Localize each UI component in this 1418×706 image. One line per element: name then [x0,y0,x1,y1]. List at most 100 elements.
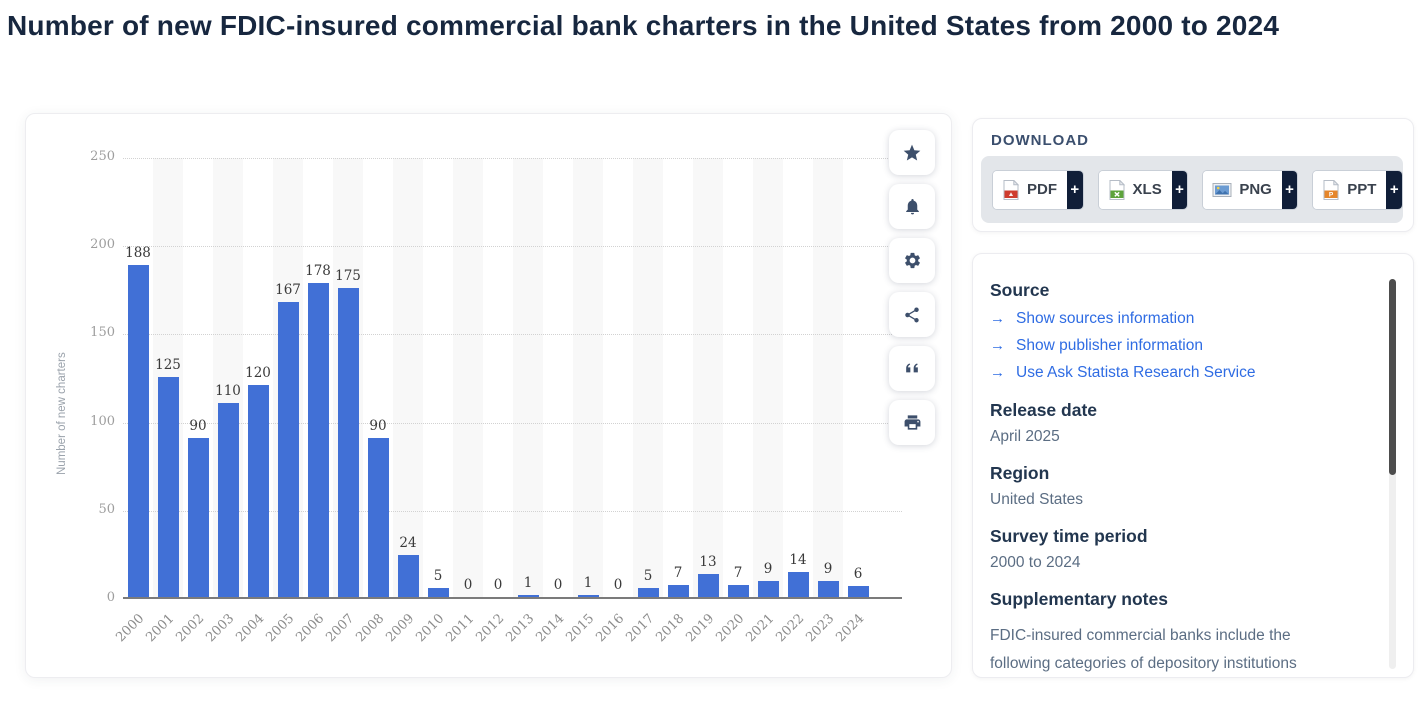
y-axis-tick-label: 200 [90,237,115,253]
supplementary-notes-heading: Supplementary notes [990,589,1168,609]
bar-2002[interactable] [187,438,209,597]
panel-scrollbar-thumb[interactable] [1389,279,1396,475]
download-format-label: PNG [1239,181,1272,198]
chart-card: Number of new charters 0 50 100 150 200 250 18… [25,113,952,678]
bar-value-label: 0 [613,577,623,593]
source-link[interactable]: → Use Ask Statista Research Service [990,359,1373,386]
download-format-label: PDF [1027,181,1057,198]
bar-value-label: 1 [523,575,533,592]
bar-2008[interactable] [367,438,389,597]
bar-value-label: 6 [853,566,863,583]
bar-2013[interactable] [517,595,539,597]
bar-value-label: 9 [823,561,833,578]
printer-icon [903,413,922,432]
supplementary-notes-text: FDIC-insured commercial banks include th… [990,627,1297,672]
ppt-file-icon: P [1322,179,1340,200]
arrow-right-icon: → [990,337,1005,354]
bell-icon [903,197,922,216]
bar-value-label: 0 [463,577,473,593]
y-axis-tick-label: 150 [90,325,115,341]
download-ppt-plus-button[interactable]: + [1386,170,1402,209]
bar-value-label: 7 [733,564,743,581]
download-ppt-button[interactable]: P PPT + [1312,169,1403,210]
bar-2006[interactable] [307,283,329,597]
bar-value-label: 0 [553,577,563,593]
bar-2018[interactable] [667,584,689,597]
bar-value-label: 178 [305,263,331,280]
gridline [123,422,902,424]
bar-value-label: 188 [125,245,151,262]
download-card: DOWNLOAD PDF + XLS + PNG + P PPT + [972,118,1414,232]
bar-2020[interactable] [727,584,749,597]
action-alert-button[interactable] [889,184,935,229]
y-axis-tick-label: 50 [98,501,115,517]
bar-value-label: 24 [399,534,417,551]
y-axis-tick-label: 100 [90,413,115,429]
source-link[interactable]: → Show publisher information [990,332,1373,359]
action-cite-button[interactable] [889,346,935,391]
download-xls-plus-button[interactable]: + [1171,170,1188,209]
bar-2009[interactable] [397,554,419,597]
action-print-button[interactable] [889,400,935,445]
background-band [513,158,543,599]
arrow-right-icon: → [990,310,1005,327]
bar-value-label: 14 [789,552,807,569]
bar-2010[interactable] [427,588,449,597]
download-button-main: PDF [993,170,1067,209]
bar-2005[interactable] [277,302,299,597]
release-date-value: April 2025 [990,428,1060,445]
download-xls-button[interactable]: XLS + [1097,169,1189,210]
background-band [453,158,483,599]
bar-2000[interactable] [127,265,149,597]
download-png-button[interactable]: PNG + [1202,169,1299,210]
bar-value-label: 90 [369,418,387,435]
survey-period-value: 2000 to 2024 [990,554,1081,571]
bar-2004[interactable] [247,385,269,597]
bar-value-label: 5 [433,568,443,585]
xls-file-icon [1108,179,1126,200]
bar-2007[interactable] [337,288,359,597]
download-format-label: PPT [1347,181,1377,198]
bar-2024[interactable] [847,586,869,597]
star-icon [902,143,922,163]
bar-2001[interactable] [157,376,179,597]
bar-2003[interactable] [217,402,239,597]
x-axis-line [123,597,902,599]
bar-2017[interactable] [637,588,659,597]
y-axis-tick-label: 250 [90,149,115,164]
quote-icon [902,359,922,379]
bar-2022[interactable] [787,572,809,597]
arrow-right-icon: → [990,364,1005,381]
gridline [123,246,902,248]
download-pdf-plus-button[interactable]: + [1067,170,1083,209]
action-share-button[interactable] [889,292,935,337]
download-button-main: XLS [1098,170,1172,209]
download-button-main: PNG [1203,170,1282,209]
survey-period-heading: Survey time period [990,526,1148,546]
gridline [123,334,902,336]
action-settings-button[interactable] [889,238,935,283]
source-links: → Show sources information → Show publisher… [990,305,1373,386]
y-axis-title: Number of new charters [56,352,68,476]
bar-2021[interactable] [757,581,779,597]
bar-2019[interactable] [697,574,719,597]
bar-2023[interactable] [817,581,839,597]
download-tray: PDF + XLS + PNG + P PPT + [981,156,1403,223]
chart-action-rail [889,130,935,445]
bar-value-label: 167 [275,282,301,299]
bar-value-label: 9 [763,561,773,578]
source-link-label: Use Ask Statista Research Service [1016,364,1256,381]
source-link[interactable]: → Show sources information [990,305,1373,332]
bar-value-label: 120 [245,365,271,382]
bar-value-label: 0 [493,577,503,593]
gridline [123,158,902,159]
download-png-plus-button[interactable]: + [1281,170,1298,209]
action-favorite-button[interactable] [889,130,935,175]
background-band [393,158,423,599]
bar-2015[interactable] [577,595,599,597]
download-format-label: XLS [1132,181,1162,198]
download-pdf-button[interactable]: PDF + [992,169,1084,210]
bar-value-label: 90 [189,418,207,435]
source-link-label: Show sources information [1016,310,1195,327]
details-panel: Source → Show sources information → Show pu… [972,253,1414,678]
